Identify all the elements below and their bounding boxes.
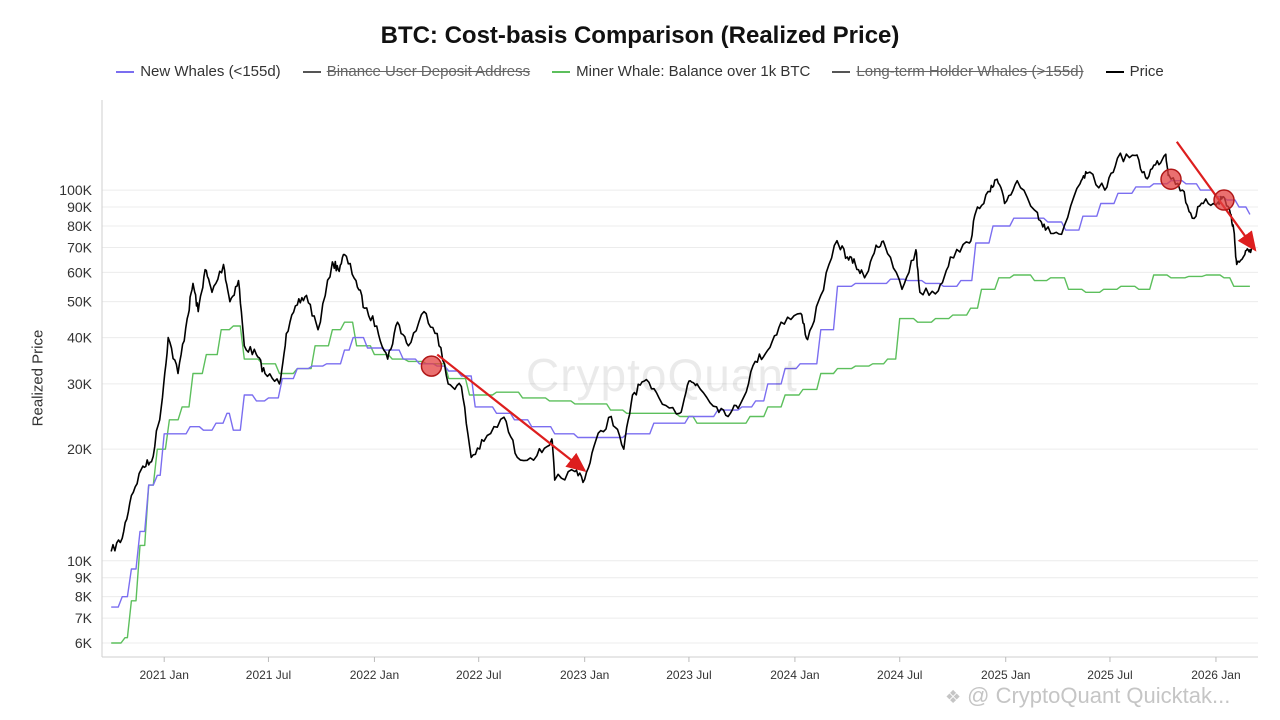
y-tick-label: 90K xyxy=(67,199,93,215)
chart-title: BTC: Cost-basis Comparison (Realized Pri… xyxy=(380,22,900,49)
y-tick-label: 50K xyxy=(67,294,93,310)
legend-item[interactable]: Miner Whale: Balance over 1k BTC xyxy=(552,63,810,80)
x-tick-label: 2024 Jan xyxy=(770,668,819,682)
footer-watermark-text: @ CryptoQuant Quicktak... xyxy=(967,683,1231,708)
y-tick-label: 40K xyxy=(67,330,93,346)
y-tick-label: 70K xyxy=(67,240,93,256)
legend-swatch xyxy=(116,70,135,73)
series-line-price xyxy=(110,152,1255,552)
legend-item[interactable]: Binance User Deposit Address xyxy=(302,63,531,80)
y-tick-label: 30K xyxy=(67,376,93,392)
footer-watermark: ❖ @ CryptoQuant Quicktak... xyxy=(945,683,1230,709)
logo-icon: ❖ xyxy=(945,687,962,707)
series-line-new-whales-155d- xyxy=(111,180,1251,608)
y-tick-label: 80K xyxy=(67,218,93,234)
annotation-marker xyxy=(420,355,443,377)
x-tick-label: 2023 Jan xyxy=(560,668,609,682)
y-tick-label: 10K xyxy=(67,553,93,569)
legend-item[interactable]: Long-term Holder Whales (>155d) xyxy=(832,63,1084,80)
x-tick-label: 2024 Jul xyxy=(877,668,922,682)
legend-label: Miner Whale: Balance over 1k BTC xyxy=(576,63,811,80)
y-tick-label: 8K xyxy=(75,589,93,605)
legend-swatch xyxy=(302,70,321,73)
legend-item[interactable]: New Whales (<155d) xyxy=(116,63,281,80)
x-tick-label: 2021 Jan xyxy=(140,668,189,682)
y-tick-label: 9K xyxy=(75,570,93,586)
x-tick-label: 2023 Jul xyxy=(666,668,711,682)
y-tick-label: 60K xyxy=(67,264,93,280)
x-tick-label: 2021 Jul xyxy=(246,668,291,682)
x-tick-label: 2025 Jul xyxy=(1087,668,1132,682)
legend-label: New Whales (<155d) xyxy=(140,63,281,80)
legend-label: Long-term Holder Whales (>155d) xyxy=(856,63,1084,80)
y-tick-label: 20K xyxy=(67,441,93,457)
legend-swatch xyxy=(1105,70,1124,73)
y-tick-label: 6K xyxy=(75,635,93,651)
annotation-marker xyxy=(1213,189,1235,211)
y-tick-label: 7K xyxy=(75,610,93,626)
legend-label: Binance User Deposit Address xyxy=(326,63,531,80)
legend-item[interactable]: Price xyxy=(1105,63,1164,80)
legend-swatch xyxy=(552,70,571,73)
y-tick-label: 100K xyxy=(59,182,92,198)
annotation-arrow xyxy=(436,353,587,473)
x-tick-label: 2022 Jul xyxy=(456,668,501,682)
x-tick-label: 2025 Jan xyxy=(981,668,1030,682)
x-tick-label: 2022 Jan xyxy=(350,668,399,682)
series-line-miner-whale-balance-over-1k-btc xyxy=(111,274,1250,644)
legend-swatch xyxy=(832,70,851,73)
chart-legend: New Whales (<155d) Binance User Deposit A… xyxy=(0,63,1280,80)
watermark: CryptoQuant xyxy=(526,349,798,401)
legend-label: Price xyxy=(1129,63,1164,80)
x-tick-label: 2026 Jan xyxy=(1191,668,1240,682)
annotation-marker xyxy=(1160,168,1182,190)
